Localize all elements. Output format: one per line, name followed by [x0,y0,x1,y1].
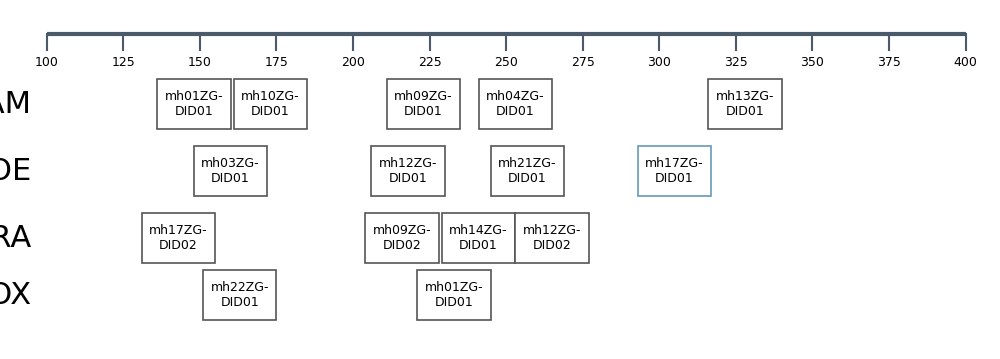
FancyBboxPatch shape [491,146,564,196]
Text: mh01ZG-
DID01: mh01ZG- DID01 [164,90,223,118]
FancyBboxPatch shape [417,270,491,320]
FancyBboxPatch shape [515,213,589,263]
Text: 100: 100 [35,56,59,69]
Text: mh14ZG-
DID01: mh14ZG- DID01 [449,224,508,252]
FancyBboxPatch shape [203,270,276,320]
Text: mh03ZG-
DID01: mh03ZG- DID01 [201,157,260,185]
Text: TAMRA: TAMRA [0,224,31,253]
Text: 175: 175 [264,56,288,69]
Text: 225: 225 [418,56,441,69]
FancyBboxPatch shape [442,213,515,263]
Text: 275: 275 [571,56,595,69]
Text: 325: 325 [724,56,748,69]
Text: FAM: FAM [0,90,31,118]
FancyBboxPatch shape [638,146,711,196]
Text: mh12ZG-
DID01: mh12ZG- DID01 [379,157,437,185]
FancyBboxPatch shape [371,146,445,196]
Text: 250: 250 [494,56,518,69]
Text: mh12ZG-
DID02: mh12ZG- DID02 [523,224,581,252]
Text: mh10ZG-
DID01: mh10ZG- DID01 [241,90,300,118]
FancyBboxPatch shape [479,79,552,129]
Text: 200: 200 [341,56,365,69]
Text: JOE: JOE [0,157,31,186]
Text: mh17ZG-
DID01: mh17ZG- DID01 [645,157,704,185]
FancyBboxPatch shape [142,213,215,263]
FancyBboxPatch shape [234,79,307,129]
FancyBboxPatch shape [157,79,230,129]
Text: mh21ZG-
DID01: mh21ZG- DID01 [498,157,557,185]
Text: mh17ZG-
DID02: mh17ZG- DID02 [149,224,208,252]
Text: 375: 375 [877,56,901,69]
Text: mh09ZG-
DID01: mh09ZG- DID01 [394,90,453,118]
Text: ROX: ROX [0,281,31,309]
FancyBboxPatch shape [708,79,782,129]
FancyBboxPatch shape [365,213,439,263]
Text: mh01ZG-
DID01: mh01ZG- DID01 [425,281,483,309]
Text: mh04ZG-
DID01: mh04ZG- DID01 [486,90,545,118]
Text: 350: 350 [800,56,824,69]
Text: 300: 300 [647,56,671,69]
Text: mh09ZG-
DID02: mh09ZG- DID02 [373,224,431,252]
Text: 125: 125 [111,56,135,69]
FancyBboxPatch shape [194,146,267,196]
Text: 150: 150 [188,56,212,69]
Text: mh22ZG-
DID01: mh22ZG- DID01 [210,281,269,309]
Text: 400: 400 [954,56,977,69]
Text: mh13ZG-
DID01: mh13ZG- DID01 [716,90,774,118]
FancyBboxPatch shape [387,79,460,129]
